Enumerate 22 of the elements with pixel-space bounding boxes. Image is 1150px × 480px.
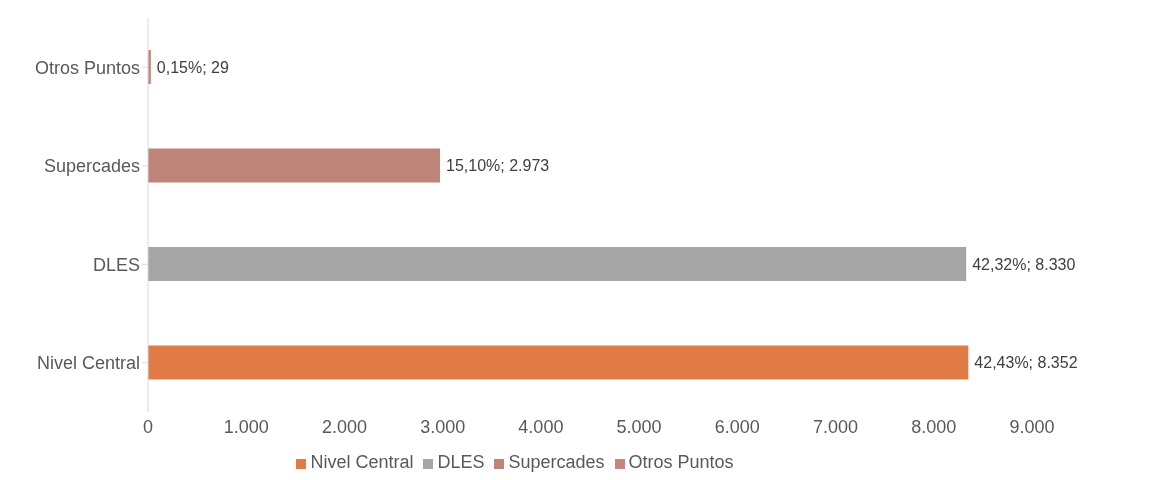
x-tick-label: 4.000 [518, 416, 564, 437]
x-tick-label: 9.000 [1009, 416, 1055, 437]
legend-label: Otros Puntos [628, 452, 734, 472]
data-label: 0,15%; 29 [156, 58, 229, 76]
x-tick-label: 5.000 [616, 416, 662, 437]
x-tick-label: 2.000 [321, 416, 367, 437]
data-label: 42,32%; 8.330 [972, 255, 1076, 273]
legend-label: Supercades [508, 452, 605, 472]
x-tick-label: 7.000 [813, 416, 859, 437]
y-tick-label: Otros Puntos [34, 57, 140, 78]
x-tick-label: 8.000 [911, 416, 957, 437]
y-tick-label: DLES [92, 254, 140, 275]
y-tick-label: Nivel Central [36, 353, 140, 374]
legend-label: Nivel Central [310, 452, 414, 472]
x-tick-label: 1.000 [223, 416, 269, 437]
y-tick-label: Supercades [43, 156, 140, 177]
x-tick-label: 6.000 [714, 416, 760, 437]
data-label: 15,10%; 2.973 [446, 157, 550, 175]
data-label: 42,43%; 8.352 [974, 354, 1078, 372]
legend-label: DLES [437, 452, 485, 472]
x-tick-label: 0 [142, 416, 154, 437]
x-tick-label: 3.000 [420, 416, 466, 437]
